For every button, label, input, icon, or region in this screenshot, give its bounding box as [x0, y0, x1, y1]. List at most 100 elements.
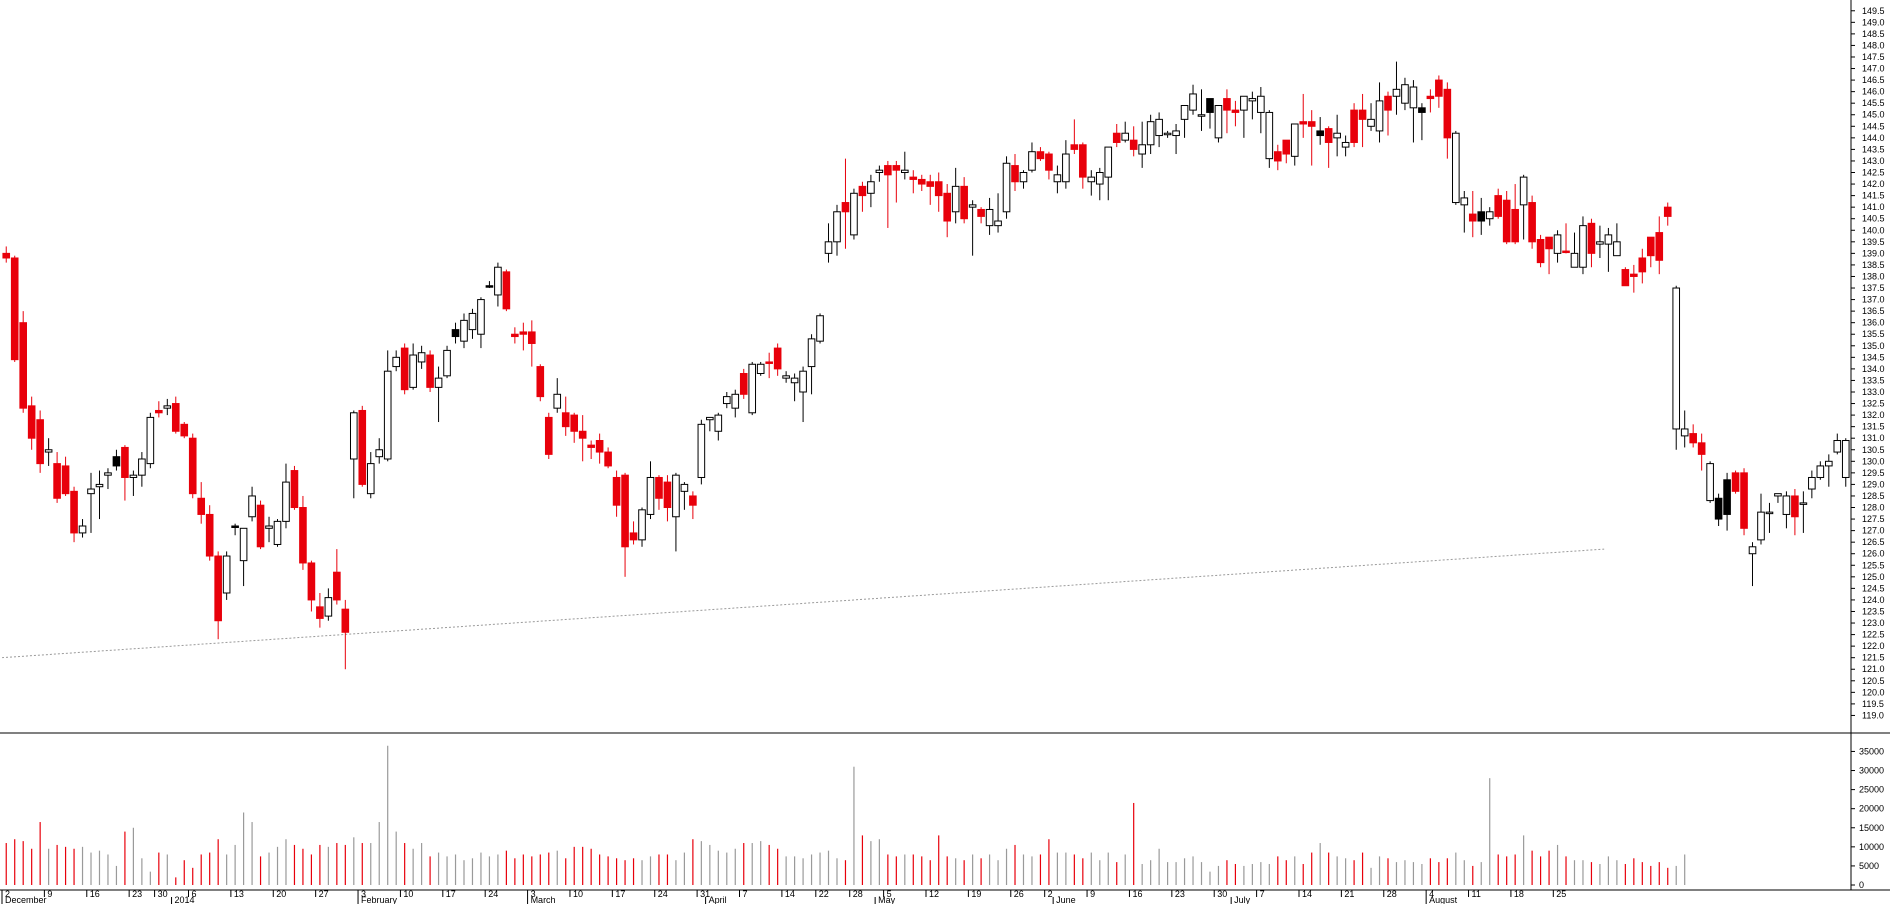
candle [273, 519, 282, 547]
price-tick-label: 139.0 [1862, 248, 1885, 258]
candle [265, 516, 273, 543]
candle-body [383, 370, 392, 460]
date-tick-label: 6 [191, 889, 196, 899]
candle-body [544, 416, 553, 455]
candle [1087, 170, 1096, 196]
candle-body [1791, 495, 1799, 518]
candle-body [1409, 86, 1418, 109]
candle [519, 322, 528, 351]
candle-body [1112, 132, 1121, 143]
month-label: June [1056, 895, 1076, 904]
candle-body [197, 497, 206, 515]
candle-body [1596, 241, 1604, 245]
candle [1316, 117, 1324, 145]
price-tick-label: 141.0 [1862, 202, 1885, 212]
candle-body [1799, 502, 1808, 505]
candle [1367, 103, 1375, 131]
candle [1435, 75, 1443, 108]
candle-body [1511, 208, 1519, 243]
candle-body [875, 169, 884, 174]
candle [1333, 114, 1341, 157]
candle [239, 527, 248, 587]
price-tick-label: 149.5 [1862, 6, 1885, 16]
price-tick-label: 130.0 [1862, 456, 1885, 466]
month-label: December [5, 895, 47, 904]
candle [1070, 119, 1079, 155]
candle-body [1638, 257, 1647, 273]
date-tick-label: 22 [819, 889, 829, 899]
candle-body [256, 504, 265, 548]
candle-body [1214, 105, 1223, 139]
date-tick-label: 16 [90, 889, 100, 899]
candle-body [1265, 111, 1274, 160]
candle [595, 433, 604, 464]
candle-body [1079, 144, 1087, 178]
candle [10, 255, 19, 362]
candle [1672, 285, 1681, 450]
candle [1494, 188, 1503, 219]
candle [451, 322, 460, 344]
candle-body [901, 169, 909, 174]
candle [1163, 130, 1172, 138]
date-tick-label: 25 [1556, 889, 1566, 899]
price-tick-label: 142.0 [1862, 179, 1885, 189]
date-tick-label: 10 [403, 889, 413, 899]
candle-body [722, 396, 731, 405]
candle [197, 482, 206, 524]
candle [824, 223, 833, 263]
price-tick-label: 126.0 [1862, 549, 1885, 559]
candle [27, 396, 36, 450]
candle-body [1146, 121, 1155, 146]
candle [485, 281, 494, 289]
candle-body [1553, 234, 1562, 254]
candle-body [171, 403, 180, 432]
price-tick-label: 143.0 [1862, 156, 1885, 166]
candle [1358, 93, 1367, 148]
candle [561, 396, 570, 436]
candle-body [1087, 176, 1096, 183]
candle [655, 475, 663, 510]
candle-body [1587, 222, 1596, 254]
candle [544, 412, 553, 459]
candle-body [536, 366, 545, 398]
candle-body [1630, 273, 1638, 277]
candle [248, 486, 256, 522]
price-tick-label: 148.5 [1862, 29, 1885, 39]
candle-body [1367, 118, 1375, 127]
price-tick-label: 129.0 [1862, 479, 1885, 489]
date-tick-label: 26 [1014, 889, 1024, 899]
date-tick-label: 21 [1344, 889, 1354, 899]
candle-body [655, 476, 663, 499]
candle-body [909, 176, 918, 180]
candle [773, 343, 782, 376]
candle-body [1138, 144, 1146, 155]
candle-body [1053, 174, 1062, 183]
candle-body [299, 507, 307, 564]
candle [1621, 267, 1630, 287]
candle [1324, 126, 1333, 168]
candle-body [934, 181, 943, 197]
candle-body [273, 520, 282, 545]
candle-body [816, 315, 824, 342]
candle-body [841, 202, 850, 213]
candle-body [672, 474, 680, 518]
candle [307, 560, 316, 612]
date-tick-label: 13 [234, 889, 244, 899]
candle-body [943, 192, 951, 222]
candle-body [1435, 79, 1443, 97]
candle-body [1460, 197, 1469, 206]
candle-body [129, 474, 138, 478]
candle [1011, 154, 1019, 191]
price-tick-label: 140.0 [1862, 225, 1885, 235]
candle [663, 475, 672, 522]
candle-body [570, 414, 579, 432]
date-tick-label: 5 [887, 889, 892, 899]
candle-body [731, 393, 740, 409]
date-tick-label: 28 [853, 889, 863, 899]
candle-body [1316, 130, 1324, 137]
price-tick-label: 131.0 [1862, 433, 1885, 443]
candle [205, 505, 214, 561]
candle-body [1180, 105, 1189, 120]
candle-body [833, 211, 841, 243]
price-tick-label: 145.0 [1862, 110, 1885, 120]
